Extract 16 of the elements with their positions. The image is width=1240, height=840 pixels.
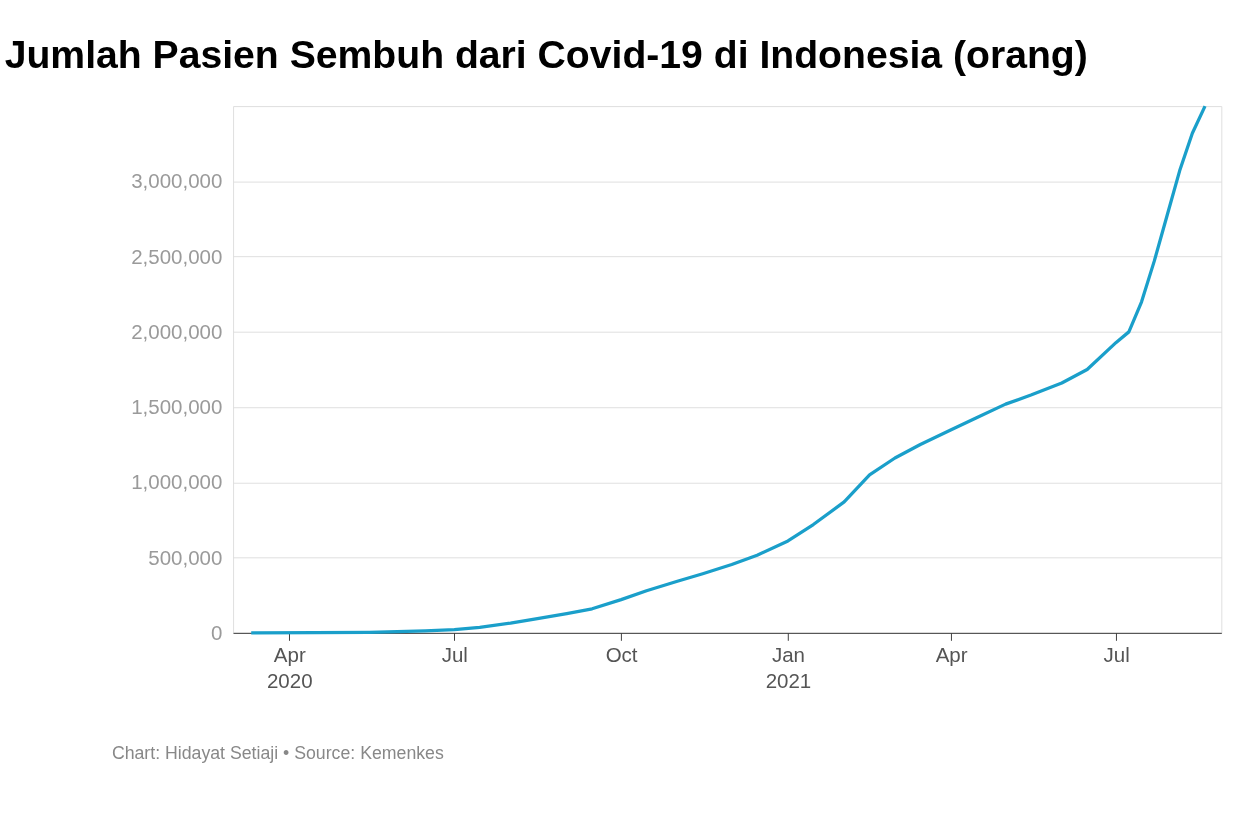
y-tick-label: 1,500,000 (131, 395, 223, 419)
x-tick-label: Jan 2021 (765, 643, 812, 693)
x-tick-label: Apr (935, 643, 968, 667)
x-tick-label: Apr 2020 (266, 643, 313, 693)
x-tick-label: Oct (605, 643, 638, 667)
y-tick-label: 3,000,000 (131, 169, 223, 193)
y-tick-label: 0 (210, 620, 223, 644)
line-series (249, 104, 1207, 635)
text: Chart: Hidayat Setiaji • Source: Kemenkes (111, 742, 444, 763)
chart-title: Jumlah Pasien Sembuh dari Covid-19 di Indonesia (orang) (4, 33, 1088, 77)
x-tick-label: Jul (441, 643, 468, 667)
y-tick-label: 2,000,000 (131, 319, 223, 343)
y-tick-label: 1,000,000 (131, 470, 223, 494)
x-tick-label: Jul (1103, 643, 1130, 667)
y-tick-label: 2,500,000 (131, 244, 223, 268)
y-tick-label: 500,000 (148, 545, 223, 569)
